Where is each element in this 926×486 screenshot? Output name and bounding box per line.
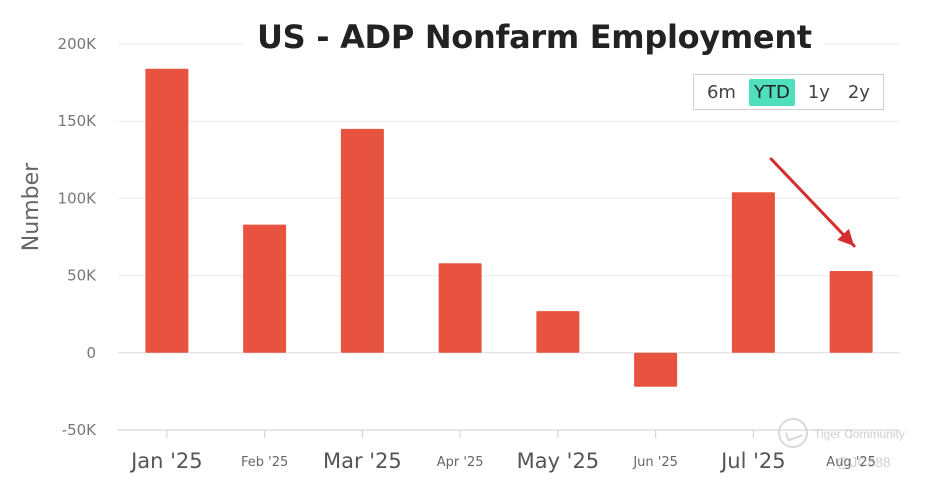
bar[interactable] <box>731 192 775 353</box>
bar[interactable] <box>634 352 678 387</box>
x-tick-label: May '25 <box>517 449 600 473</box>
bar[interactable] <box>829 270 873 353</box>
watermark: Tiger Community @JC888 <box>778 418 918 470</box>
y-tick-label: 150K <box>58 112 98 130</box>
y-tick-label: 0 <box>86 344 96 362</box>
x-tick-label: Feb '25 <box>241 455 288 470</box>
y-axis-label: Number <box>19 162 44 251</box>
bar[interactable] <box>340 128 384 353</box>
y-tick-label: -50K <box>62 421 97 439</box>
range-2y-button[interactable]: 2y <box>847 81 870 103</box>
bars <box>145 68 873 387</box>
x-axis: Jan '25 Feb '25 Mar '25 Apr '25 May '25 Jun '… <box>118 429 900 473</box>
bar[interactable] <box>536 311 580 353</box>
annotation-arrow <box>769 157 856 248</box>
x-tick-label: Apr '25 <box>437 455 484 470</box>
arrow-shaft <box>769 157 856 248</box>
y-axis-ticks: 200K 150K 100K 50K 0 -50K <box>58 35 98 439</box>
bar[interactable] <box>243 224 287 353</box>
y-tick-label: 100K <box>58 189 98 207</box>
x-tick-label: Jan '25 <box>129 449 203 473</box>
range-ytd-button[interactable]: YTD <box>748 78 795 106</box>
y-tick-label: 50K <box>67 267 97 285</box>
x-tick-label: Aug '25 <box>826 455 876 470</box>
y-tick-label: 200K <box>58 35 98 53</box>
range-6m-button[interactable]: 6m <box>706 81 736 103</box>
arrow-head <box>837 228 855 246</box>
watermark-brand: Tiger Community <box>814 427 905 441</box>
x-tick-label: Jul '25 <box>719 449 786 473</box>
x-tick-label: Jun '25 <box>632 455 678 470</box>
range-selector: 6m YTD 1y 2y <box>693 74 884 110</box>
range-1y-button[interactable]: 1y <box>807 81 830 103</box>
watermark-handle: @JC888 <box>836 454 891 470</box>
x-tick-label: Mar '25 <box>323 449 402 473</box>
chart-title-container: US - ADP Nonfarm Employment <box>245 18 824 56</box>
tiger-logo-icon <box>778 418 808 448</box>
bar[interactable] <box>145 68 189 353</box>
bar[interactable] <box>438 263 482 353</box>
chart-title: US - ADP Nonfarm Employment <box>257 18 812 56</box>
